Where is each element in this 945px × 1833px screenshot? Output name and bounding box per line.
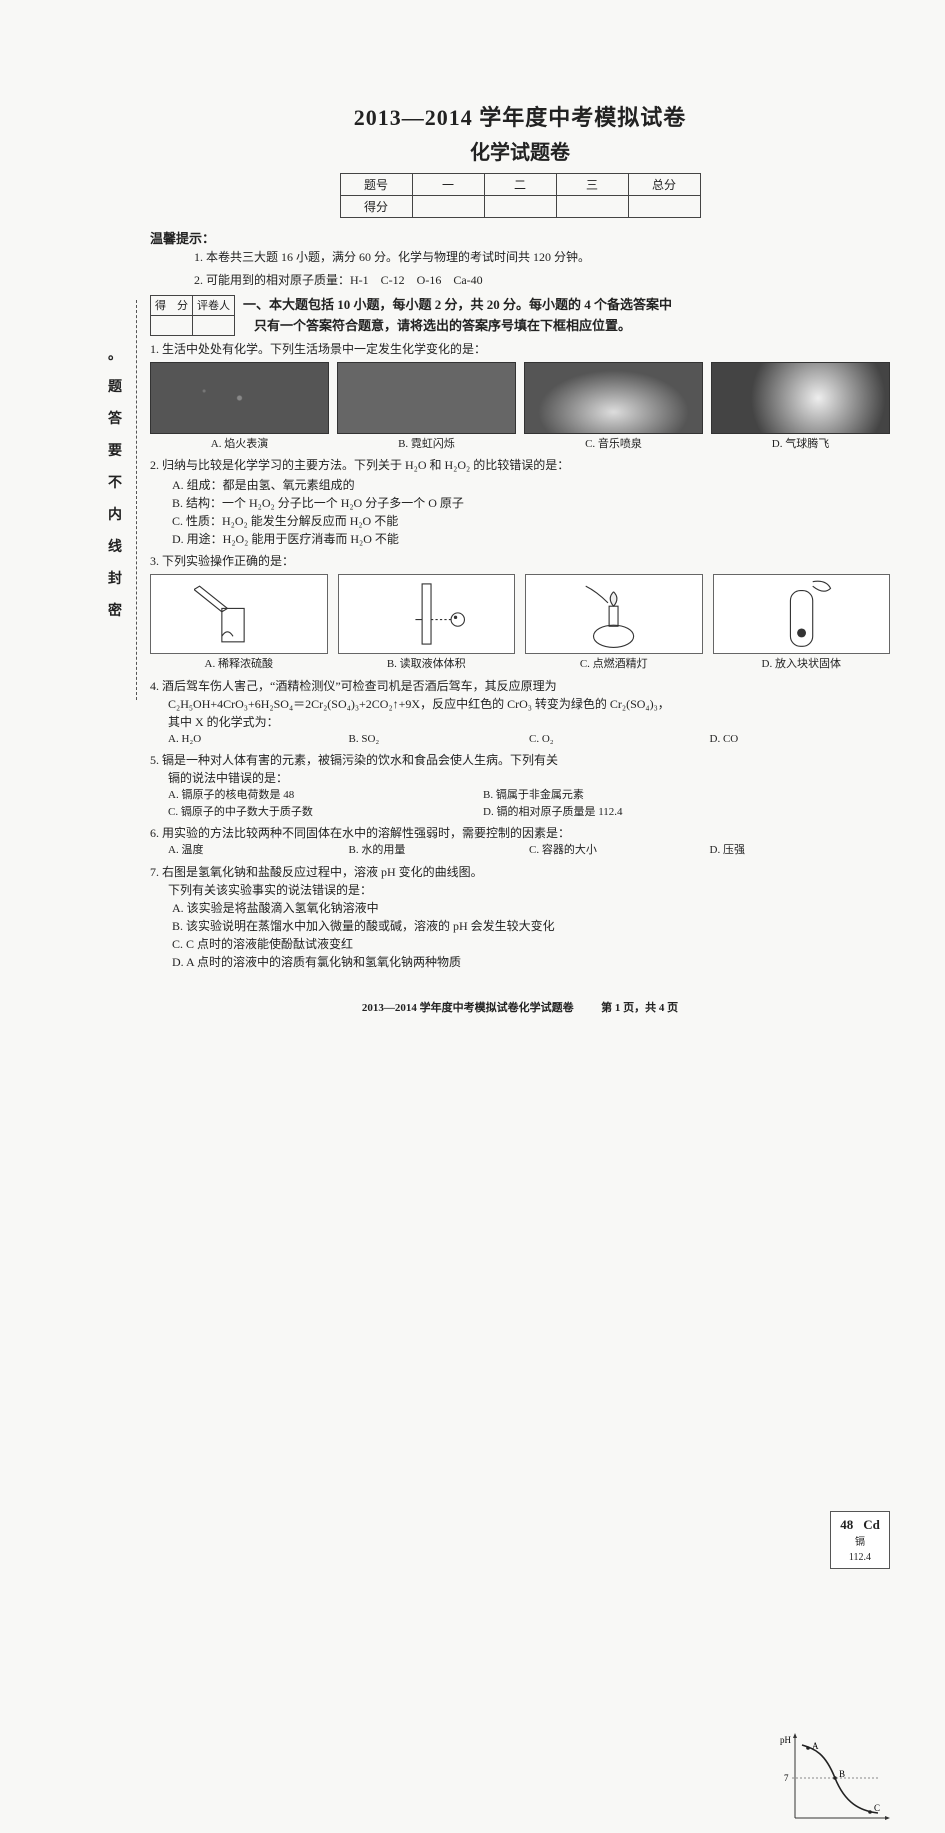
q3-cap-d: D. 放入块状固体 [713, 656, 891, 673]
question-4: 4. 酒后驾车伤人害己，“酒精检测仪”可检查司机是否酒后驾车，其反应原理为 C₂… [150, 677, 890, 748]
element-card: 48 Cd 镉 112.4 [830, 1511, 890, 1569]
question-6: 6. 用实验的方法比较两种不同固体在水中的溶解性强弱时，需要控制的因素是： A.… [150, 824, 890, 859]
question-2: 2. 归纳与比较是化学学习的主要方法。下列关于 H₂O 和 H₂O₂ 的比较错误… [150, 456, 890, 548]
score-row-label: 得分 [340, 196, 412, 218]
exam-subtitle: 化学试题卷 [150, 136, 890, 165]
q3-cap-b: B. 读取液体体积 [338, 656, 516, 673]
q7-opt-d: D. A 点时的溶液中的溶质有氯化钠和氢氧化钠两种物质 [172, 953, 772, 971]
q4-stem: 4. 酒后驾车伤人害己，“酒精检测仪”可检查司机是否酒后驾车，其反应原理为 [150, 679, 557, 693]
q5-stem-1: 5. 镉是一种对人体有害的元素，被镉污染的饮水和食品会使人生病。下列有关 [150, 753, 558, 767]
q2-opt-b: B. 结构：一个 H₂O₂ 分子比一个 H₂O 分子多一个 O 原子 [172, 494, 890, 512]
q1-img-d [711, 362, 890, 434]
q1-opt-d: D. 气球腾飞 [711, 436, 890, 453]
q3-stem: 3. 下列实验操作正确的是： [150, 552, 890, 570]
q7-stem-2: 下列有关该实验事实的说法错误的是： [168, 883, 372, 897]
q6-opt-d: D. 压强 [710, 842, 891, 859]
binding-dashed-line [136, 300, 137, 700]
cube-sym: Cd [863, 1517, 880, 1532]
footer-right: 第 1 页，共 4 页 [601, 1002, 678, 1014]
q7-stem-1: 7. 右图是氢氧化钠和盐酸反应过程中，溶液 pH 变化的曲线图。 [150, 865, 483, 879]
question-5: 5. 镉是一种对人体有害的元素，被镉污染的饮水和食品会使人生病。下列有关 镉的说… [150, 751, 890, 820]
score-col-3: 三 [556, 174, 628, 196]
score-table: 题号 一 二 三 总分 得分 [340, 173, 701, 218]
q5-opt-c: C. 镉原子的中子数大于质子数 [168, 804, 483, 821]
q6-stem: 6. 用实验的方法比较两种不同固体在水中的溶解性强弱时，需要控制的因素是： [150, 824, 890, 842]
q5-opt-a: A. 镉原子的核电荷数是 48 [168, 787, 483, 804]
q6-opt-a: A. 温度 [168, 842, 349, 859]
q7-opt-a: A. 该实验是将盐酸滴入氢氧化钠溶液中 [172, 899, 772, 917]
q2-opt-a: A. 组成：都是由氢、氧元素组成的 [172, 476, 890, 494]
tip-line-2: 2. 可能用到的相对原子质量：H-1 C-12 O-16 Ca-40 [194, 272, 890, 289]
q7-opt-c: C. C 点时的溶液能使酚酞试液变红 [172, 935, 772, 953]
question-7: 7. 右图是氢氧化钠和盐酸反应过程中，溶液 pH 变化的曲线图。 下列有关该实验… [150, 863, 890, 971]
tip-line-1: 1. 本卷共三大题 16 小题，满分 60 分。化学与物理的考试时间共 120 … [194, 249, 890, 266]
q1-opt-b: B. 霓虹闪烁 [337, 436, 516, 453]
cube-name: 镉 [833, 1535, 887, 1550]
page-footer: 2013—2014 学年度中考模拟试卷化学试题卷 第 1 页，共 4 页 [150, 999, 890, 1015]
q3-diagram-row: A. 稀释浓硫酸 B. 读取液体体积 C. 点燃酒精灯 D. 放入块状固体 [150, 574, 890, 673]
q4-tail: 其中 X 的化学式为： [168, 715, 279, 729]
q1-img-b [337, 362, 516, 434]
tips-label: 温馨提示： [150, 228, 890, 247]
score-col-1: 一 [412, 174, 484, 196]
q2-opt-c: C. 性质：H₂O₂ 能发生分解反应而 H₂O 不能 [172, 512, 890, 530]
grader-score: 得 分 [151, 295, 193, 315]
q1-stem: 1. 生活中处处有化学。下列生活场景中一定发生化学变化的是： [150, 340, 890, 358]
q6-opt-c: C. 容器的大小 [529, 842, 710, 859]
question-3: 3. 下列实验操作正确的是： A. 稀释浓硫酸 B. 读取液体体积 C. 点燃酒… [150, 552, 890, 673]
q4-opt-a: A. H₂O [168, 731, 349, 748]
q3-cap-c: C. 点燃酒精灯 [525, 656, 703, 673]
ph-graph: pH 7 A B C [780, 1733, 890, 1828]
section1-instruction-b: 只有一个答案符合题意，请将选出的答案序号填在下框相应位置。 [254, 316, 890, 336]
q4-opt-c: C. O₂ [529, 731, 710, 748]
q2-opt-d: D. 用途：H₂O₂ 能用于医疗消毒而 H₂O 不能 [172, 530, 890, 548]
q1-opt-a: A. 焰火表演 [150, 436, 329, 453]
svg-text:A: A [812, 1741, 819, 1751]
q3-cap-a: A. 稀释浓硫酸 [150, 656, 328, 673]
graph-y7: 7 [784, 1773, 789, 1783]
graph-y-label: pH [780, 1735, 792, 1745]
q3-sketch-c [525, 574, 703, 654]
cube-num: 48 [840, 1517, 853, 1532]
q4-eq: C₂H₅OH+4CrO₃+6H₂SO₄＝2Cr₂(SO₄)₃+2CO₂↑+9X，… [168, 697, 670, 711]
q1-image-row: A. 焰火表演 B. 霓虹闪烁 C. 音乐喷泉 D. 气球腾飞 [150, 362, 890, 453]
q5-opt-d: D. 镉的相对原子质量是 112.4 [483, 804, 798, 821]
q5-opt-b: B. 镉属于非金属元素 [483, 787, 798, 804]
svg-text:B: B [839, 1769, 845, 1779]
q1-img-c [524, 362, 703, 434]
cube-mass: 112.4 [833, 1550, 887, 1565]
q6-opt-b: B. 水的用量 [349, 842, 530, 859]
q5-stem-2: 镉的说法中错误的是： [168, 771, 288, 785]
grader-person: 评卷人 [193, 295, 235, 315]
binding-margin: 。 题 答 要 不 内 线 封 密 [106, 340, 124, 628]
section1-instruction-a: 一、本大题包括 10 小题，每小题 2 分，共 20 分。每小题的 4 个备选答… [150, 295, 890, 315]
q3-sketch-b [338, 574, 516, 654]
q3-sketch-d [713, 574, 891, 654]
question-1: 1. 生活中处处有化学。下列生活场景中一定发生化学变化的是： A. 焰火表演 B… [150, 340, 890, 453]
grader-box: 得 分 评卷人 [150, 295, 235, 336]
score-col-total: 总分 [628, 174, 700, 196]
q2-stem: 2. 归纳与比较是化学学习的主要方法。下列关于 H₂O 和 H₂O₂ 的比较错误… [150, 456, 890, 474]
q4-opt-d: D. CO [710, 731, 891, 748]
q3-sketch-a [150, 574, 328, 654]
footer-left: 2013—2014 学年度中考模拟试卷化学试题卷 [362, 1002, 574, 1014]
q1-opt-c: C. 音乐喷泉 [524, 436, 703, 453]
exam-page: 2013—2014 学年度中考模拟试卷 化学试题卷 题号 一 二 三 总分 得分… [150, 100, 890, 1015]
q4-opt-b: B. SO₂ [349, 731, 530, 748]
score-col-label: 题号 [340, 174, 412, 196]
exam-title: 2013—2014 学年度中考模拟试卷 [150, 100, 890, 132]
q1-img-a [150, 362, 329, 434]
svg-text:C: C [874, 1803, 880, 1813]
q7-opt-b: B. 该实验说明在蒸馏水中加入微量的酸或碱，溶液的 pH 会发生较大变化 [172, 917, 772, 935]
score-col-2: 二 [484, 174, 556, 196]
